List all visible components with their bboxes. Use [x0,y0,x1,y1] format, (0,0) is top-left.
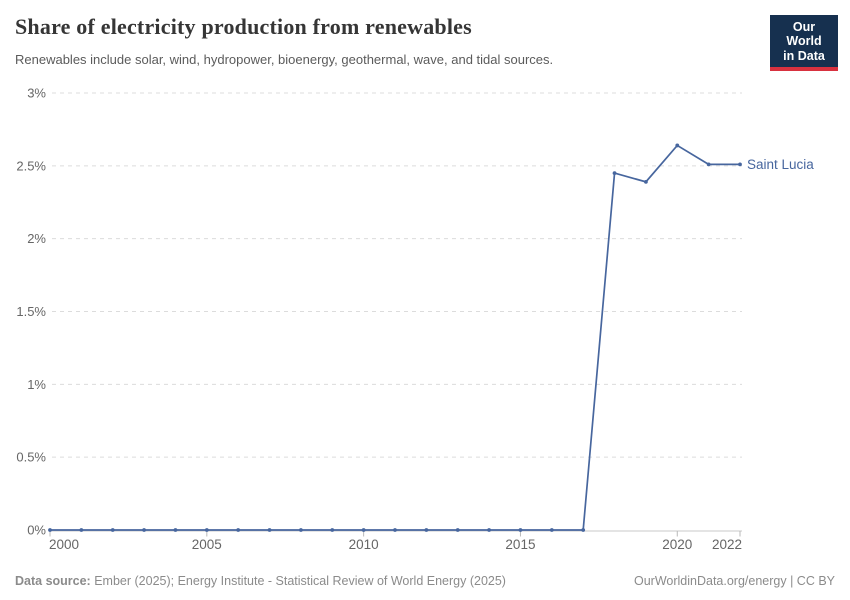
data-point-marker[interactable] [236,528,241,532]
y-axis-label: 1.5% [16,304,46,319]
data-point-marker[interactable] [612,171,617,176]
data-point-marker[interactable] [267,528,272,532]
x-axis-label: 2015 [505,537,535,552]
data-point-marker[interactable] [424,528,429,532]
data-point-marker[interactable] [455,528,460,532]
data-source-label: Data source: [15,574,91,588]
data-source-text: Ember (2025); Energy Institute - Statist… [90,574,506,588]
data-point-marker[interactable] [518,528,523,532]
owid-license-note[interactable]: OurWorldinData.org/energy | CC BY [633,574,835,588]
y-axis-label: 0% [27,523,46,538]
data-point-marker[interactable] [173,528,178,532]
y-axis-label: 2.5% [16,158,46,173]
data-point-marker[interactable] [361,528,366,532]
owid-logo-box: Our World in Data [770,15,838,68]
y-axis-label: 1% [27,377,46,392]
data-point-marker[interactable] [644,179,648,184]
owid-logo[interactable]: Our World in Data [770,15,838,72]
data-point-marker[interactable] [330,528,335,532]
owid-logo-red-bar [770,67,838,72]
data-point-marker[interactable] [393,528,397,532]
chart-footer: Data source: Ember (2025); Energy Instit… [15,574,835,588]
chart-title: Share of electricity production from ren… [15,14,472,39]
data-point-marker[interactable] [299,528,303,532]
data-point-marker[interactable] [204,528,209,532]
data-point-marker[interactable] [581,528,586,532]
owid-logo-line1: Our World [786,20,822,49]
data-point-marker[interactable] [549,528,554,532]
data-point-marker[interactable] [675,143,680,148]
series-line[interactable] [50,144,740,531]
data-point-marker[interactable] [48,528,52,532]
x-axis-label: 2005 [192,537,222,552]
data-source-note: Data source: Ember (2025); Energy Instit… [15,574,506,588]
data-point-marker[interactable] [142,528,146,532]
data-point-marker[interactable] [487,528,491,532]
series-entity-label[interactable]: Saint Lucia [747,157,814,172]
y-axis-label: 2% [27,231,46,246]
y-axis-label: 0.5% [16,450,46,465]
x-axis-label: 2000 [49,537,79,552]
x-axis-label: 2010 [349,537,379,552]
x-axis-label: 2020 [662,537,692,552]
owid-logo-line2: in Data [783,48,825,63]
y-axis-label: 3% [27,86,46,101]
data-point-marker[interactable] [110,528,115,532]
data-point-marker[interactable] [738,162,742,167]
data-point-marker[interactable] [706,162,711,167]
x-axis-label: 2022 [712,537,742,552]
data-point-marker[interactable] [79,528,84,532]
chart-subtitle: Renewables include solar, wind, hydropow… [15,52,554,67]
